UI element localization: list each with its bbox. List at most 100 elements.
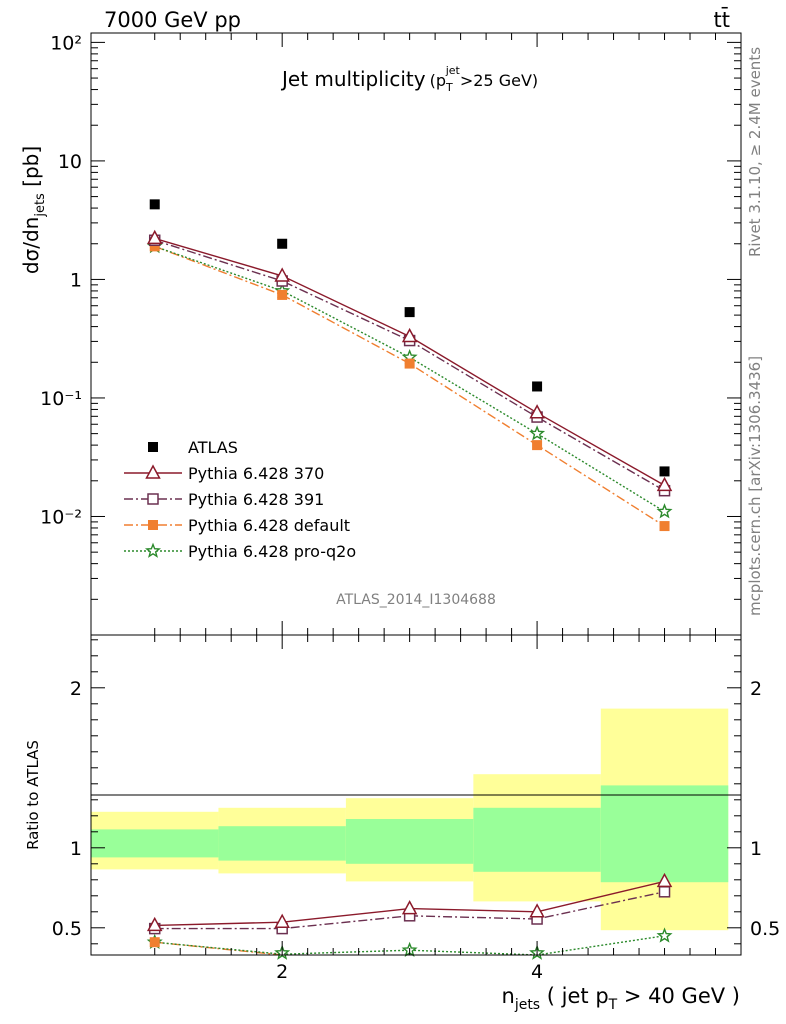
uncertainty-band-stat <box>91 829 219 858</box>
data-point-pythia-6-428-default <box>532 440 543 451</box>
ratio-point-pythia-6-428-pro-q2o-shape <box>656 927 673 943</box>
data-point-pythia-6-428-370-shape <box>529 404 545 419</box>
data-point-pythia-6-428-default-shape <box>277 289 288 300</box>
rivet-version-text: Rivet 3.1.10, ≥ 2.4M events <box>746 47 764 257</box>
data-point-pythia-6-428-370-shape <box>274 267 290 282</box>
legend-label-pythia-6-428-pro-q2o: Pythia 6.428 pro-q2o <box>188 542 356 561</box>
data-point-pythia-6-428-default-shape <box>149 241 160 252</box>
data-point-atlas-shape <box>404 307 415 318</box>
data-point-atlas-shape <box>659 466 670 477</box>
data-point-atlas-shape <box>277 238 288 249</box>
data-point-atlas <box>404 307 415 318</box>
data-point-pythia-6-428-370 <box>146 229 163 245</box>
ratio-point-pythia-6-428-370 <box>656 872 673 888</box>
ratio-point-pythia-6-428-370-shape <box>529 903 545 918</box>
data-point-pythia-6-428-370 <box>274 267 290 282</box>
data-point-pythia-6-428-default-shape <box>404 358 415 369</box>
data-point-pythia-6-428-370 <box>656 476 673 492</box>
ratio-y-axis-label: Ratio to ATLAS <box>24 740 42 850</box>
legend-marker-pythia-6-428-pro-q2o-shape <box>144 542 162 558</box>
data-point-pythia-6-428-370-shape <box>656 476 673 492</box>
legend-label-pythia-6-428-370: Pythia 6.428 370 <box>188 464 324 483</box>
ratio-point-pythia-6-428-370-shape <box>401 900 418 915</box>
ratio-y-tick-label: 1 <box>70 838 82 860</box>
ratio-point-pythia-6-428-391-shape <box>658 886 671 898</box>
legend-label-atlas: ATLAS <box>188 438 238 457</box>
ratio-point-pythia-6-428-370-shape <box>146 916 163 932</box>
y-tick-label: 10 <box>58 151 82 173</box>
ratio-y-tick-label-right: 2 <box>750 678 762 700</box>
main-panel: 10⁻² 10⁻¹ 1 10 10² Jet multiplicity (pTjet>25… <box>19 32 742 636</box>
uncertainty-band-stat <box>600 785 729 883</box>
ratio-point-pythia-6-428-370-shape <box>656 872 673 888</box>
legend-label-pythia-6-428-default: Pythia 6.428 default <box>188 516 350 535</box>
y-tick-label: 10⁻² <box>40 506 82 528</box>
ratio-point-pythia-6-428-default <box>149 937 160 948</box>
ratio-y-tick-label: 2 <box>70 678 82 700</box>
chart-title: Jet multiplicity (pTjet>25 GeV) <box>280 64 538 94</box>
data-point-pythia-6-428-370 <box>401 327 418 343</box>
legend-marker-pythia-6-428-pro-q2o <box>144 542 162 558</box>
ratio-point-pythia-6-428-default-shape <box>149 937 160 948</box>
x-axis-label-sub2: T <box>608 997 618 1013</box>
legend-marker-pythia-6-428-default-shape <box>148 520 158 530</box>
ratio-plot-frame <box>90 634 742 956</box>
main-y-axis-label-unit: [pb] <box>19 146 43 193</box>
main-y-axis-label: dσ/dnjets [pb] <box>19 146 48 274</box>
title-pt-p: p <box>436 71 446 90</box>
ratio-line-pythia-6-428-pro-q2o <box>154 935 665 956</box>
title-pt-rest: >25 GeV <box>460 71 532 90</box>
y-tick-label: 10⁻¹ <box>40 388 82 410</box>
data-point-atlas <box>149 199 160 210</box>
data-point-pythia-6-428-pro-q2o-shape <box>656 503 673 519</box>
ratio-point-pythia-6-428-370 <box>146 916 163 932</box>
mcplots-reference-text: mcplots.cern.ch [arXiv:1306.3436] <box>746 356 764 616</box>
ratio-y-tick-label: 0.5 <box>52 918 82 940</box>
legend-marker-atlas <box>148 442 158 452</box>
series-line-pythia-6-428-pro-q2o <box>154 245 665 513</box>
ratio-y-tick-label-right: 1 <box>750 838 762 860</box>
process-label: tt̄ <box>714 7 730 32</box>
legend-marker-atlas-shape <box>148 442 158 452</box>
ratio-point-pythia-6-428-pro-q2o <box>656 927 673 943</box>
legend: ATLAS Pythia 6.428 370 Pythia 6.428 391 Pyt… <box>124 438 356 561</box>
uncertainty-band-stat <box>345 819 474 864</box>
ratio-point-pythia-6-428-370 <box>274 913 290 928</box>
legend-marker-pythia-6-428-391 <box>147 493 159 505</box>
data-point-atlas <box>532 381 543 392</box>
uncertainty-band-stat <box>218 826 346 861</box>
data-point-pythia-6-428-default-shape <box>659 521 670 532</box>
x-tick-label: 2 <box>276 961 288 983</box>
data-point-pythia-6-428-default <box>277 289 288 300</box>
title-paren-close: ) <box>532 71 538 90</box>
legend-marker-pythia-6-428-370-shape <box>145 464 161 479</box>
x-tick-label: 4 <box>531 961 543 983</box>
data-point-pythia-6-428-default <box>404 358 415 369</box>
x-axis-label-n: n <box>502 984 515 1008</box>
x-axis-label-end: > 40 GeV ) <box>617 984 740 1008</box>
legend-marker-pythia-6-428-default <box>148 520 158 530</box>
data-point-atlas <box>659 466 670 477</box>
ratio-point-pythia-6-428-391 <box>658 886 671 898</box>
series-line-pythia-6-428-default <box>154 245 665 527</box>
analysis-watermark: ATLAS_2014_I1304688 <box>336 592 496 608</box>
data-point-pythia-6-428-370-shape <box>146 229 163 245</box>
y-tick-label: 1 <box>70 269 82 291</box>
ratio-point-pythia-6-428-370-shape <box>274 913 290 928</box>
ratio-point-pythia-6-428-370 <box>401 900 418 915</box>
x-axis-label: njets ( jet pT > 40 GeV ) <box>502 984 741 1013</box>
x-axis-label-mid: ( jet p <box>540 984 609 1008</box>
data-point-atlas-shape <box>149 199 160 210</box>
data-point-atlas-shape <box>532 381 543 392</box>
data-point-pythia-6-428-370 <box>529 404 545 419</box>
data-point-pythia-6-428-pro-q2o <box>529 425 546 441</box>
data-point-pythia-6-428-370-shape <box>401 327 418 343</box>
title-pt-sup: jet <box>445 64 461 77</box>
ratio-y-tick-label-right: 0.5 <box>750 918 780 940</box>
title-paren-open: ( <box>430 71 436 90</box>
uncertainty-band-stat <box>473 807 601 872</box>
ratio-panel: 0.5 0.5 1 1 2 2 2 4 Ratio to ATLAS njets ( jet… <box>24 634 780 1013</box>
chart-title-text: Jet multiplicity <box>280 67 426 91</box>
data-point-pythia-6-428-default <box>659 521 670 532</box>
